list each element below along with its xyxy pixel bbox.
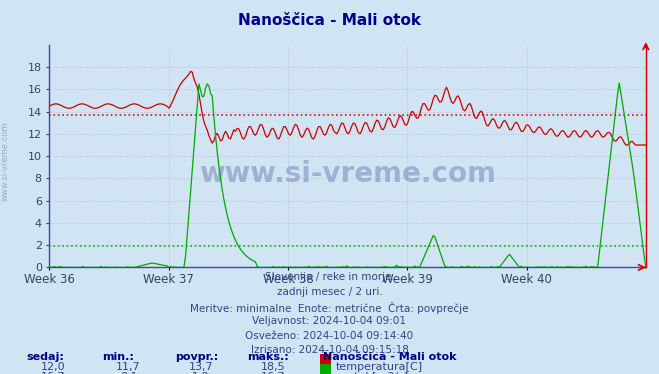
Text: temperatura[C]: temperatura[C] — [336, 362, 423, 372]
Text: 11,7: 11,7 — [116, 362, 141, 372]
Text: pretok[m3/s]: pretok[m3/s] — [336, 372, 408, 374]
Text: 13,7: 13,7 — [188, 362, 214, 372]
Text: 1,9: 1,9 — [192, 372, 210, 374]
Text: Veljavnost: 2024-10-04 09:01: Veljavnost: 2024-10-04 09:01 — [252, 316, 407, 327]
Text: 16,7: 16,7 — [261, 372, 286, 374]
Text: povpr.:: povpr.: — [175, 352, 218, 362]
Text: Nanoščica - Mali otok: Nanoščica - Mali otok — [238, 13, 421, 28]
Text: www.si-vreme.com: www.si-vreme.com — [199, 160, 496, 188]
Text: Slovenija / reke in morje.: Slovenija / reke in morje. — [264, 272, 395, 282]
Text: Nanoščica - Mali otok: Nanoščica - Mali otok — [323, 352, 457, 362]
Text: Izrisano: 2024-10-04 09:15:18: Izrisano: 2024-10-04 09:15:18 — [250, 345, 409, 355]
Text: 0,1: 0,1 — [120, 372, 137, 374]
Text: Meritve: minimalne  Enote: metrične  Črta: povprečje: Meritve: minimalne Enote: metrične Črta:… — [190, 302, 469, 314]
Text: min.:: min.: — [102, 352, 134, 362]
Text: Osveženo: 2024-10-04 09:14:40: Osveženo: 2024-10-04 09:14:40 — [245, 331, 414, 341]
Text: 18,5: 18,5 — [261, 362, 286, 372]
Text: www.si-vreme.com: www.si-vreme.com — [1, 121, 10, 200]
Text: 16,7: 16,7 — [40, 372, 65, 374]
Text: sedaj:: sedaj: — [26, 352, 64, 362]
Text: zadnji mesec / 2 uri.: zadnji mesec / 2 uri. — [277, 287, 382, 297]
Text: maks.:: maks.: — [247, 352, 289, 362]
Text: 12,0: 12,0 — [40, 362, 65, 372]
